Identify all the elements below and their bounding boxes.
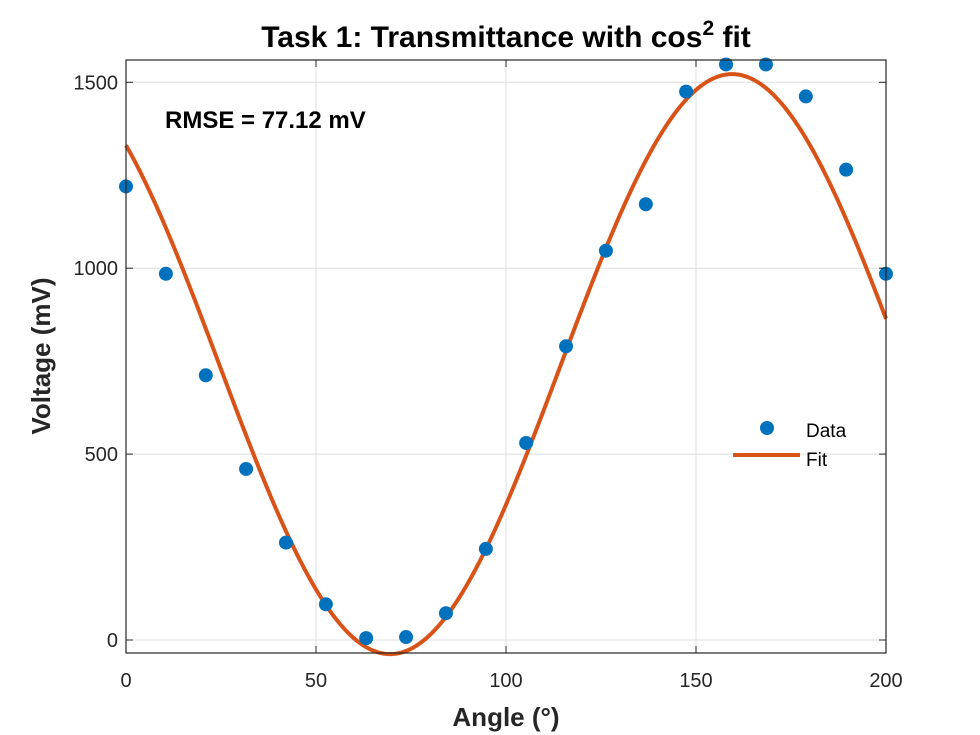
y-tick-label: 500 (85, 444, 118, 466)
legend-data-marker (760, 421, 774, 435)
data-point (318, 597, 333, 612)
data-point (519, 435, 534, 450)
legend: Data Fit (733, 421, 847, 471)
fit-series (124, 72, 888, 657)
x-axis-label: Angle (°) (452, 702, 559, 732)
data-point (839, 162, 854, 177)
data-point (559, 339, 574, 354)
y-tick-label: 1500 (74, 72, 119, 94)
x-tick-label: 150 (679, 670, 712, 692)
data-point (438, 606, 453, 621)
x-tick-labels: 0 50 100 150 200 (120, 670, 902, 692)
x-tick-label: 50 (305, 670, 327, 692)
data-point (158, 266, 173, 281)
rmse-annotation: RMSE = 77.12 mV (165, 107, 366, 134)
x-tick-label: 100 (489, 670, 522, 692)
x-tick-label: 0 (120, 670, 131, 692)
data-point (478, 541, 493, 556)
data-point (679, 84, 694, 99)
legend-data-label: Data (806, 421, 847, 442)
data-point (198, 368, 213, 383)
data-series (119, 57, 893, 646)
data-point (598, 243, 613, 258)
data-point (638, 197, 653, 212)
data-point (719, 57, 734, 72)
y-axis-label: Voltage (mV) (26, 278, 56, 435)
data-point (798, 89, 813, 104)
data-point (278, 535, 293, 550)
data-point (359, 631, 374, 646)
chart-title: Task 1: Transmittance with cos2 fit (261, 17, 751, 54)
y-tick-label: 0 (107, 630, 118, 652)
data-point (239, 461, 254, 476)
data-point (399, 630, 414, 645)
axis-ticks (125, 60, 887, 653)
legend-fit-label: Fit (806, 450, 828, 471)
x-tick-label: 200 (869, 670, 902, 692)
y-tick-label: 1000 (74, 258, 119, 280)
fit-line (124, 72, 888, 657)
y-tick-labels: 0 500 1000 1500 (74, 72, 119, 652)
data-point (758, 57, 773, 72)
